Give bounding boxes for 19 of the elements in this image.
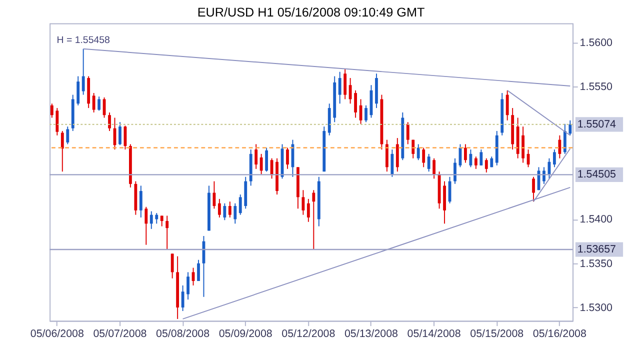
- x-tick-label: 05/14/2008: [407, 328, 461, 340]
- chart-title: EUR/USD H1 05/16/2008 09:10:49 GMT: [197, 5, 426, 20]
- x-tick-label: 05/15/2008: [470, 328, 524, 340]
- y-tick-label: 1.5350: [580, 258, 613, 270]
- x-tick-label: 05/09/2008: [218, 328, 272, 340]
- x-tick-label: 05/07/2008: [93, 328, 147, 340]
- x-tick-label: 05/13/2008: [344, 328, 398, 340]
- annotation: H = 1.55458: [56, 35, 110, 46]
- ref-line-label: 1.53657: [577, 243, 616, 256]
- x-tick-label: 05/12/2008: [282, 328, 336, 340]
- y-tick-label: 1.5400: [580, 214, 613, 226]
- y-tick-label: 1.5550: [580, 81, 613, 94]
- x-tick-label: 05/06/2008: [30, 328, 84, 340]
- ref-line-label: 1.54505: [577, 168, 616, 181]
- x-tick-label: 05/16/2008: [532, 328, 586, 340]
- y-tick-label: 1.5300: [580, 302, 613, 314]
- x-tick-label: 05/08/2008: [156, 328, 210, 340]
- y-tick-label: 1.5600: [580, 37, 613, 50]
- ref-line-label: 1.55074: [577, 118, 616, 130]
